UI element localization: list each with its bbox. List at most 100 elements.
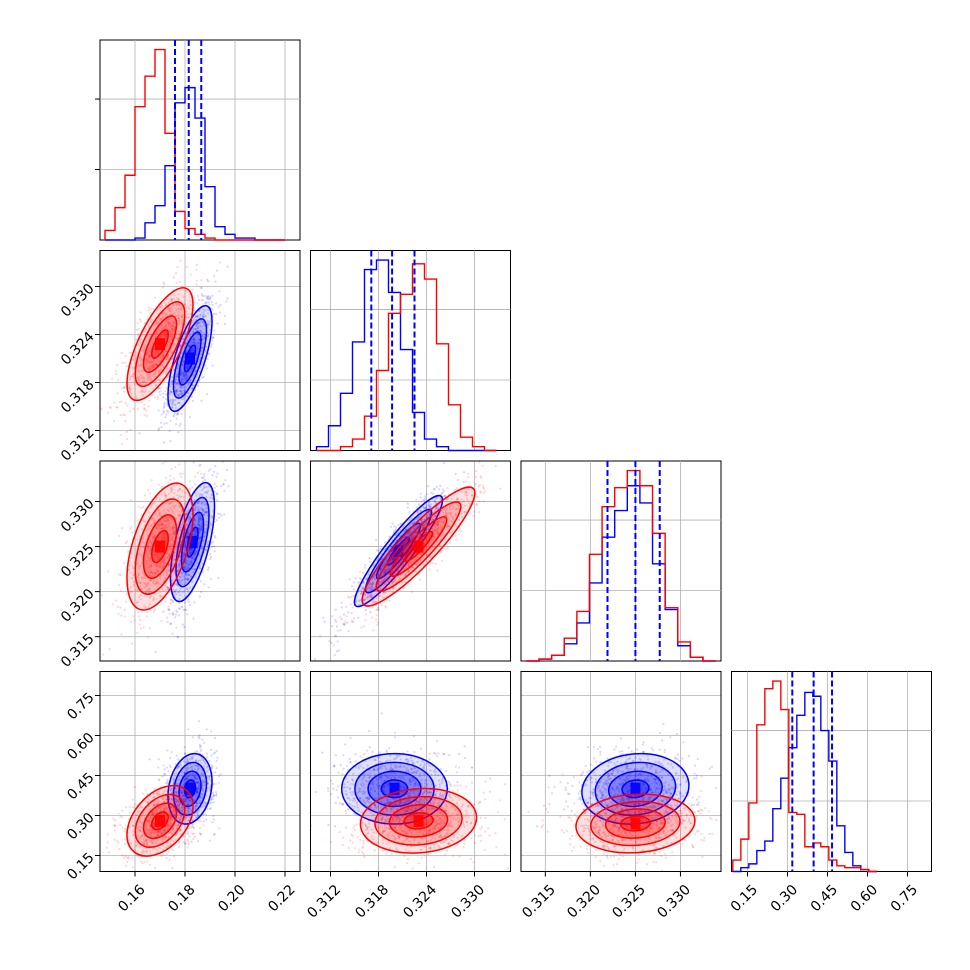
- x-tick-label: 0.20: [215, 882, 248, 915]
- scatter-panel-2-0: 0.315 0.320 0.325 0.330: [58, 460, 301, 671]
- contour-line: [374, 795, 463, 846]
- histogram-panel-2: [520, 460, 722, 662]
- density-blue: [581, 752, 690, 825]
- contour-line: [619, 815, 652, 832]
- density-red: [575, 793, 696, 854]
- density-red: [361, 486, 476, 607]
- contour-line: [180, 511, 205, 573]
- contour-line: [621, 779, 650, 799]
- density-blue: [167, 304, 213, 413]
- density-peak: [155, 814, 165, 827]
- contour-line: [151, 529, 170, 564]
- x-tick-label: 0.30: [768, 882, 801, 915]
- contour-line: [375, 501, 462, 592]
- density-red: [359, 787, 478, 854]
- contour-line: [359, 787, 478, 854]
- x-tick-label: 0.325: [609, 882, 649, 922]
- x-tick-label: 0.18: [165, 882, 198, 915]
- scatter-panel-1-0: 0.312 0.318 0.324 0.330: [58, 250, 301, 465]
- panel-frame: [99, 460, 301, 662]
- histogram-panel-0: [95, 39, 301, 241]
- contour-line: [607, 770, 663, 808]
- y-tick-label: 0.312: [58, 425, 98, 465]
- density-peak: [187, 536, 198, 549]
- histogram-red: [732, 680, 877, 873]
- y-tick-label: 0.330: [58, 496, 98, 536]
- density-peak: [185, 782, 195, 795]
- y-tick-label: 0.75: [64, 690, 97, 723]
- y-tick-label: 0.15: [64, 850, 97, 883]
- contour-line: [142, 802, 178, 840]
- y-tick-label: 0.318: [58, 377, 98, 417]
- scatter-panel-3-2: [520, 671, 722, 872]
- y-tick-label: 0.330: [58, 281, 98, 321]
- histogram-red: [316, 263, 497, 452]
- contour-line: [389, 516, 448, 578]
- x-tick-label: 0.324: [400, 882, 440, 922]
- y-tick-label: 0.325: [58, 541, 98, 581]
- contour-line: [134, 498, 186, 595]
- contour-line: [590, 800, 681, 847]
- contour-line: [594, 761, 677, 816]
- contour-line: [142, 315, 178, 374]
- contour-line: [403, 812, 434, 830]
- panel-frame: [99, 250, 301, 451]
- contour-line: [126, 784, 194, 857]
- y-tick-label: 0.60: [64, 730, 97, 763]
- contour-line: [134, 793, 186, 848]
- x-tick-label: 0.330: [448, 882, 488, 922]
- contour-line: [126, 287, 194, 402]
- x-tick-label: 0.312: [304, 882, 344, 922]
- x-tick-label: 0.16: [115, 882, 148, 915]
- y-tick-label: 0.315: [58, 631, 98, 671]
- panel-frame: [520, 671, 722, 872]
- scatter-points-red: [105, 764, 217, 870]
- x-tick-label: 0.60: [848, 882, 881, 915]
- panel-frame: [310, 250, 511, 451]
- contour-line: [167, 304, 213, 413]
- x-tick-label: 0.22: [265, 882, 298, 915]
- histogram-blue: [732, 691, 877, 873]
- density-peak: [155, 540, 165, 553]
- y-tick-label: 0.30: [64, 810, 97, 843]
- density-peak: [389, 782, 400, 795]
- contour-line: [361, 486, 476, 607]
- y-tick-label: 0.320: [58, 586, 98, 626]
- contour-line: [151, 811, 170, 831]
- contour-line: [575, 793, 696, 854]
- histogram-red: [526, 469, 716, 662]
- density-peak: [185, 352, 195, 365]
- density-peak: [413, 814, 424, 827]
- contour-line: [403, 530, 434, 563]
- contour-line: [167, 752, 213, 825]
- density-peak: [393, 545, 404, 558]
- histogram-panel-1: [310, 250, 511, 452]
- histogram-blue: [315, 259, 497, 452]
- panel-frame: [99, 39, 301, 241]
- contour-line: [604, 808, 666, 839]
- y-tick-label: 0.324: [58, 329, 98, 369]
- x-tick-label: 0.318: [352, 882, 392, 922]
- scatter-panel-3-0: 0.15 0.30 0.45 0.60 0.75: [64, 671, 301, 883]
- contour-line: [134, 301, 186, 388]
- density-peak: [630, 782, 641, 795]
- contour-line: [178, 331, 202, 386]
- x-tick-label: 0.330: [654, 882, 694, 922]
- contour-line: [380, 779, 409, 799]
- x-tick-label: 0.320: [564, 882, 604, 922]
- histogram-panel-3: [731, 671, 932, 873]
- x-tick-label: 0.315: [519, 882, 559, 922]
- contour-line: [186, 526, 199, 558]
- contour-line: [150, 329, 169, 359]
- density-blue: [169, 481, 216, 603]
- density-peak: [155, 338, 165, 351]
- scatter-panel-3-1: [310, 671, 511, 872]
- y-tick-label: 0.45: [64, 770, 97, 803]
- contour-line: [126, 482, 194, 611]
- panel-frame: [99, 671, 301, 872]
- x-tick-label: 0.15: [728, 882, 761, 915]
- x-tick-label: 0.45: [808, 882, 841, 915]
- contour-line: [142, 514, 178, 580]
- density-peak: [413, 540, 424, 553]
